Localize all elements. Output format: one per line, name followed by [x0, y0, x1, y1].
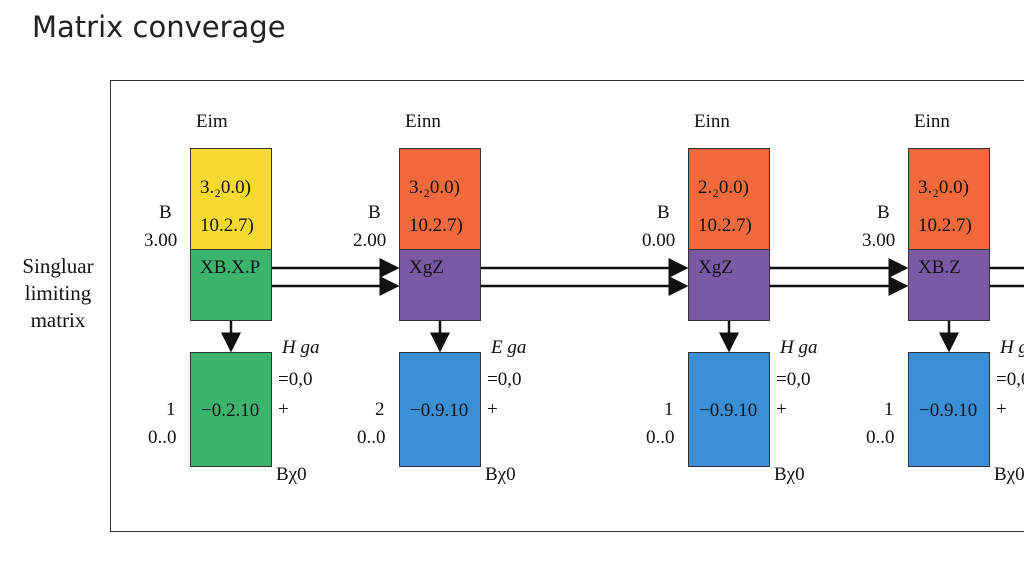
left-label: B: [657, 202, 670, 223]
middle-matrix-block: XB.X.P: [190, 249, 272, 321]
right-eq: =0,0: [776, 369, 811, 390]
right-plus: +: [487, 399, 498, 420]
right-label: H ga: [780, 337, 818, 358]
top-line-1: 2.₂0.0): [698, 177, 749, 198]
column-header: Einn: [405, 111, 441, 132]
middle-text: XgZ: [698, 257, 733, 278]
bottom-left-value: 0..0: [866, 427, 895, 448]
bottom-left-label: 1: [166, 399, 176, 420]
left-value: 2.00: [353, 230, 387, 251]
bottom-text: −0.9.10: [410, 400, 469, 421]
right-bottom: Bχ0: [276, 464, 307, 485]
top-line-2: 10.2.7): [918, 215, 972, 236]
side-label-line: limiting: [24, 281, 92, 305]
column-header: Einn: [694, 111, 730, 132]
top-line-2: 10.2.7): [409, 215, 463, 236]
right-bottom: Bχ0: [774, 464, 805, 485]
bottom-left-label: 2: [375, 399, 385, 420]
left-value: 0.00: [642, 230, 676, 251]
diagram-frame: [110, 80, 1024, 532]
middle-text: XgZ: [409, 257, 444, 278]
right-plus: +: [278, 399, 289, 420]
left-label: B: [159, 202, 172, 223]
diagram-title: Matrix converage: [32, 10, 286, 44]
bottom-left-value: 0..0: [646, 427, 675, 448]
bottom-matrix-block: −0.2.10: [190, 352, 272, 467]
right-label: H ga: [1000, 337, 1024, 358]
top-line-1: 3.₂0.0): [918, 177, 969, 198]
top-matrix-block: 3.₂0.0) 10.2.7): [399, 148, 481, 251]
left-label: B: [368, 202, 381, 223]
bottom-left-value: 0..0: [357, 427, 386, 448]
right-bottom: Bχ0: [485, 464, 516, 485]
bottom-matrix-block: −0.9.10: [688, 352, 770, 467]
right-plus: +: [776, 399, 787, 420]
left-value: 3.00: [862, 230, 896, 251]
middle-text: XB.X.P: [200, 257, 261, 278]
top-line-2: 10.2.7): [698, 215, 752, 236]
right-label: H ga: [282, 337, 320, 358]
left-value: 3.00: [144, 230, 178, 251]
top-line-1: 3.₂0.0): [409, 177, 460, 198]
left-label: B: [877, 202, 890, 223]
top-line-2: 10.2.7): [200, 215, 254, 236]
side-label: Singluar limiting matrix: [16, 253, 100, 334]
bottom-text: −0.9.10: [699, 400, 758, 421]
right-eq: =0,0: [278, 369, 313, 390]
right-eq: =0,0: [996, 369, 1024, 390]
top-line-1: 3.₂0.0): [200, 177, 251, 198]
bottom-matrix-block: −0.9.10: [399, 352, 481, 467]
side-label-line: matrix: [30, 308, 86, 332]
right-bottom: Bχ0: [994, 464, 1024, 485]
side-label-line: Singluar: [22, 254, 94, 278]
column-header: Einn: [914, 111, 950, 132]
bottom-left-label: 1: [884, 399, 894, 420]
bottom-text: −0.2.10: [201, 400, 260, 421]
bottom-left-value: 0..0: [148, 427, 177, 448]
bottom-left-label: 1: [664, 399, 674, 420]
right-eq: =0,0: [487, 369, 522, 390]
bottom-matrix-block: −0.9.10: [908, 352, 990, 467]
right-plus: +: [996, 399, 1007, 420]
top-matrix-block: 2.₂0.0) 10.2.7): [688, 148, 770, 251]
middle-matrix-block: XgZ: [399, 249, 481, 321]
column-header: Eim: [196, 111, 228, 132]
right-label: E ga: [491, 337, 527, 358]
middle-text: XB.Z: [918, 257, 961, 278]
bottom-text: −0.9.10: [919, 400, 978, 421]
top-matrix-block: 3.₂0.0) 10.2.7): [908, 148, 990, 251]
middle-matrix-block: XB.Z: [908, 249, 990, 321]
middle-matrix-block: XgZ: [688, 249, 770, 321]
top-matrix-block: 3.₂0.0) 10.2.7): [190, 148, 272, 251]
